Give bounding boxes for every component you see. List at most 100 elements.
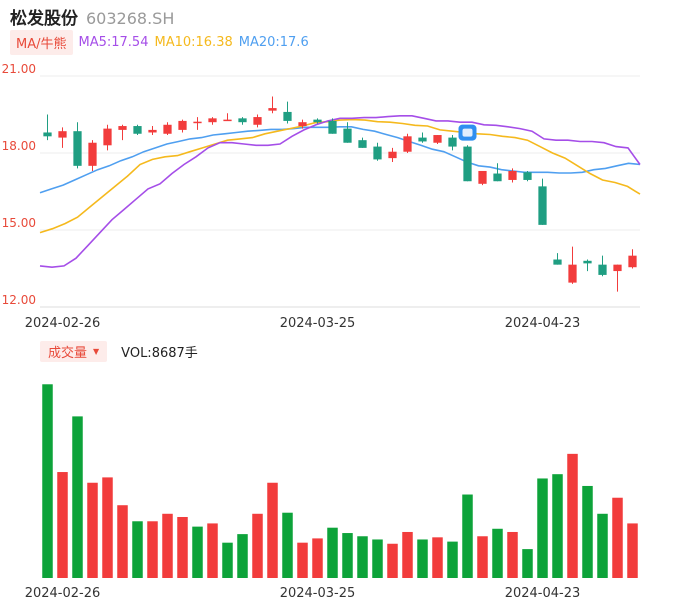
price-axis-label: 15.00: [2, 216, 36, 230]
candle-body: [538, 186, 547, 225]
badge-icon-inner: [462, 128, 473, 137]
volume-bar: [507, 531, 518, 578]
candle-body: [238, 118, 247, 123]
volume-bar: [402, 531, 413, 578]
candle-body: [508, 170, 517, 180]
volume-bar: [237, 534, 248, 578]
candle-body: [58, 131, 67, 138]
volume-bar: [222, 542, 233, 578]
price-axis-label: 18.00: [2, 139, 36, 153]
candle-body: [583, 260, 592, 264]
volume-bar: [312, 538, 323, 578]
price-date-label: 2024-04-23: [505, 316, 581, 331]
candle-body: [553, 259, 562, 265]
candle-body: [433, 135, 442, 143]
volume-bar: [87, 482, 98, 578]
price-date-label: 2024-03-25: [280, 316, 356, 331]
candle-body: [253, 117, 262, 125]
volume-bar: [582, 485, 593, 578]
volume-bar: [372, 539, 383, 578]
volume-bar: [57, 472, 68, 578]
volume-bar: [597, 513, 608, 578]
price-axis-label: 12.00: [2, 293, 36, 307]
candle-body: [73, 131, 82, 166]
candle-body: [388, 151, 397, 159]
volume-bar: [357, 536, 368, 578]
caret-down-icon: ▼: [93, 346, 100, 356]
volume-bar: [612, 497, 623, 578]
volume-bar: [447, 541, 458, 578]
candle-body: [598, 264, 607, 275]
candle-body: [223, 119, 232, 122]
volume-bar: [42, 384, 53, 578]
ma10-legend: MA10:16.38: [154, 34, 233, 50]
volume-bar: [207, 523, 218, 578]
candle-body: [523, 172, 532, 180]
candle-body: [208, 118, 217, 123]
volume-bar: [387, 543, 398, 578]
volume-bar: [327, 527, 338, 578]
candle-body: [298, 122, 307, 127]
volume-legend: 成交量 ▼ VOL:8687手: [40, 340, 198, 362]
ma5-line: [39, 115, 641, 269]
volume-bar: [252, 513, 263, 578]
ma20-line: [39, 126, 641, 194]
volume-bar: [552, 474, 563, 578]
candle-body: [193, 121, 202, 124]
candle-body: [133, 126, 142, 134]
volume-bar: [132, 521, 143, 578]
stock-code: 603268.SH: [86, 9, 175, 28]
candle-body: [403, 136, 412, 152]
price-axis-label: 21.00: [2, 62, 36, 76]
candle-body: [373, 146, 382, 160]
candle-body: [493, 173, 502, 182]
candle-body: [148, 129, 157, 133]
volume-bar: [567, 453, 578, 578]
candle-body: [163, 124, 172, 134]
candle-body: [418, 137, 427, 142]
volume-bar: [192, 526, 203, 578]
volume-bar: [342, 533, 353, 578]
candle-body: [613, 264, 622, 272]
volume-bar: [102, 477, 113, 578]
candle-body: [178, 120, 187, 130]
volume-bar: [282, 512, 293, 578]
candle-body: [628, 255, 637, 268]
volume-bar: [492, 528, 503, 578]
volume-bar: [267, 482, 278, 578]
volume-bar: [477, 536, 488, 578]
volume-toggle-label: 成交量: [48, 345, 88, 361]
candle-body: [358, 140, 367, 148]
volume-bar: [522, 549, 533, 578]
candle-body: [328, 120, 337, 134]
ma5-legend: MA5:17.54: [78, 34, 149, 50]
candle-body: [313, 119, 322, 123]
ma20-legend: MA20:17.6: [238, 34, 309, 50]
candle-body: [478, 170, 487, 184]
candle-body: [448, 137, 457, 147]
candle-body: [118, 126, 127, 130]
header: 松发股份 603268.SH: [10, 4, 175, 29]
candle-body: [268, 108, 277, 111]
volume-value: VOL:8687手: [121, 345, 198, 361]
candle-body: [463, 146, 472, 182]
price-date-label: 2024-02-26: [25, 316, 101, 331]
candle-body: [88, 142, 97, 166]
volume-bar: [462, 494, 473, 578]
volume-bar: [432, 537, 443, 578]
volume-bar: [177, 516, 188, 578]
candle-body: [43, 132, 52, 137]
volume-toggle-button[interactable]: 成交量 ▼: [40, 340, 108, 362]
volume-bar: [147, 521, 158, 578]
ma-toggle-button[interactable]: MA/牛熊: [10, 29, 73, 55]
volume-bar: [72, 416, 83, 578]
volume-bar: [117, 505, 128, 578]
volume-bar: [627, 523, 638, 578]
volume-date-label: 2024-02-26: [25, 586, 101, 601]
ma10-line: [39, 118, 641, 234]
candle-body: [343, 128, 352, 143]
candle-body: [283, 111, 292, 121]
candle-body: [568, 264, 577, 283]
volume-bar: [162, 513, 173, 578]
volume-bar: [417, 539, 428, 578]
